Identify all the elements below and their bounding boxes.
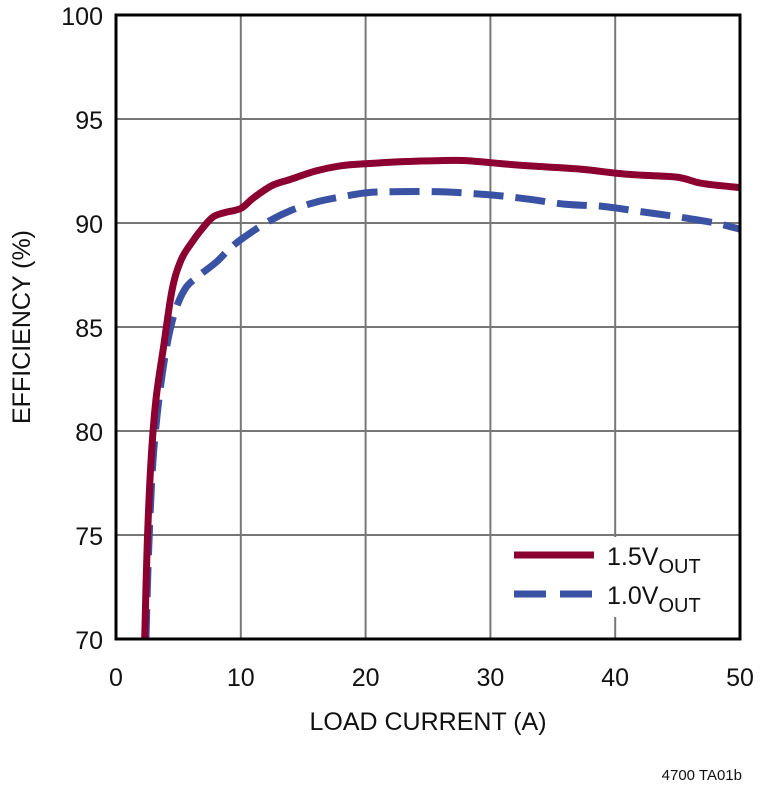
y-tick-label: 75 — [75, 523, 103, 551]
y-tick-label: 80 — [75, 419, 103, 447]
x-axis-title: LOAD CURRENT (A) — [309, 708, 546, 736]
x-axis-ticks: 0 10 20 30 40 50 — [109, 664, 754, 692]
y-tick-label: 95 — [75, 107, 103, 135]
y-tick-label: 85 — [75, 315, 103, 343]
y-axis-ticks: 70 75 80 85 90 95 100 — [61, 3, 103, 655]
plot-frame — [114, 13, 742, 641]
y-tick-label: 90 — [75, 211, 103, 239]
x-tick-label: 30 — [476, 664, 504, 692]
x-tick-label: 40 — [601, 664, 629, 692]
y-tick-label: 70 — [75, 627, 103, 655]
x-tick-label: 20 — [352, 664, 380, 692]
x-tick-label: 50 — [726, 664, 754, 692]
data-curves — [141, 156, 741, 640]
y-axis-title: EFFICIENCY (%) — [8, 230, 36, 424]
x-tick-label: 0 — [109, 664, 123, 692]
y-tick-label: 100 — [61, 3, 103, 31]
figure-id-footnote: 4700 TA01b — [661, 767, 742, 784]
legend-background — [500, 537, 738, 617]
series-line-1-5v-out — [141, 156, 741, 640]
x-tick-label: 10 — [227, 664, 255, 692]
